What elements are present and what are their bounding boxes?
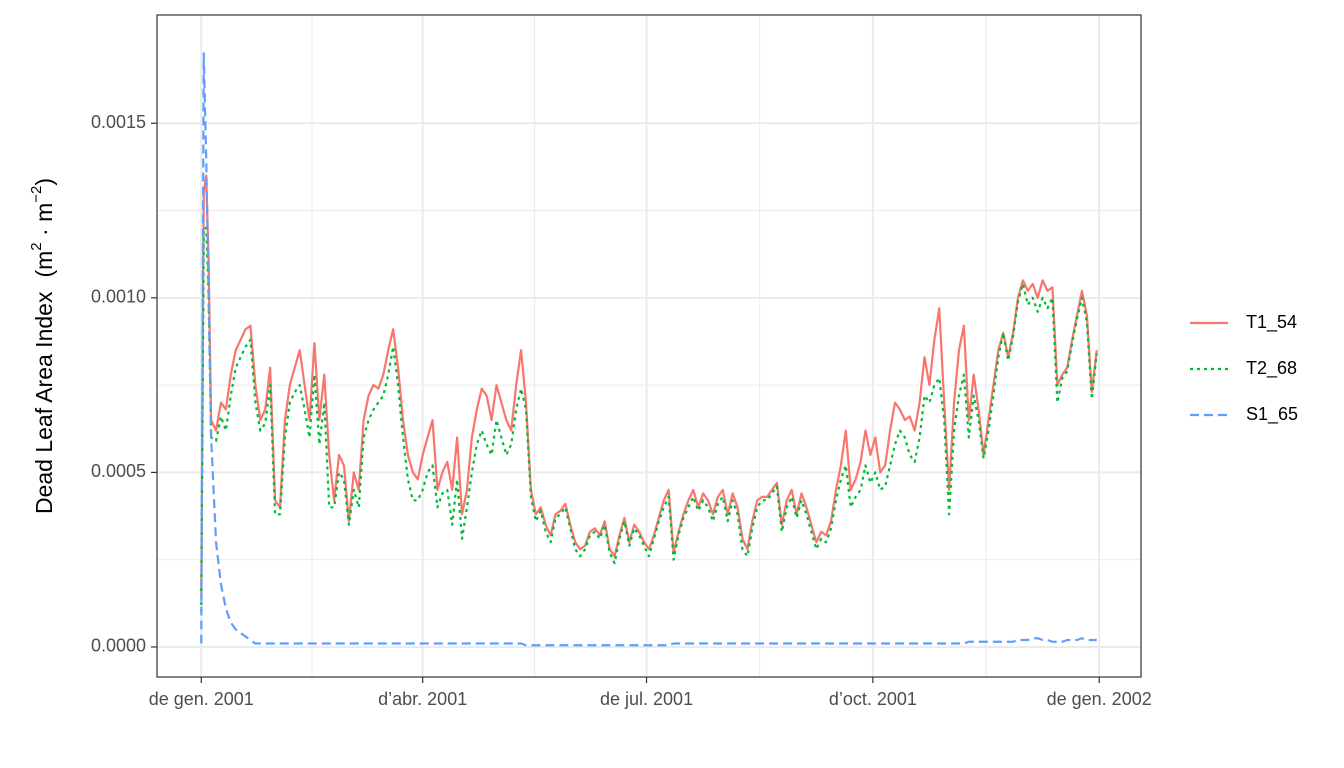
unit-exponent: −2 [28, 186, 45, 203]
x-tick-label: de jul. 2001 [600, 689, 693, 709]
lines [200, 52, 1098, 647]
y-axis-title: Dead Leaf Area Index(m2 · m−2) [28, 178, 57, 514]
x-tick-label: de gen. 2002 [1047, 689, 1152, 709]
unit-part: m [31, 203, 57, 222]
y-tick-label: 0.0000 [91, 636, 146, 656]
grid [157, 15, 1141, 677]
y-tick-label: 0.0015 [91, 112, 146, 132]
y-axis-title-text: Dead Leaf Area Index [31, 291, 57, 514]
unit-part: · [31, 222, 57, 242]
y-tick-label: 0.0005 [91, 461, 146, 481]
y-tick-label: 0.0010 [91, 287, 146, 307]
legend-label: T1_54 [1246, 312, 1297, 333]
unit-exponent: 2 [28, 242, 45, 250]
legend-label: S1_65 [1246, 404, 1298, 425]
legend-label: T2_68 [1246, 358, 1297, 379]
x-tick-label: d’oct. 2001 [829, 689, 917, 709]
unit-part: ) [31, 178, 57, 186]
panel-border [156, 14, 1142, 678]
unit-part: ( [31, 270, 57, 278]
series-line [200, 226, 1098, 613]
x-tick-label: d’abr. 2001 [378, 689, 467, 709]
x-tick-label: de gen. 2001 [149, 689, 254, 709]
unit-part: m [31, 251, 57, 270]
series-line [200, 52, 1097, 647]
